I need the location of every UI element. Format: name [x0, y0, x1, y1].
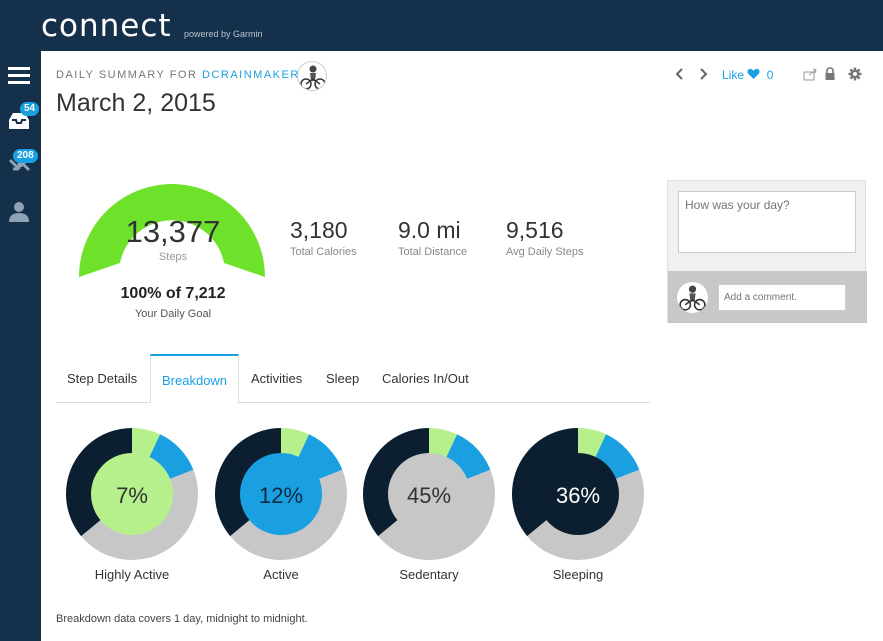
donut-label: Sedentary: [399, 567, 459, 582]
heart-icon: [747, 68, 760, 79]
tab-breakdown[interactable]: Breakdown: [150, 354, 240, 404]
steps-gauge: [79, 184, 265, 277]
commenter-avatar: [677, 282, 708, 313]
inbox-icon[interactable]: [7, 108, 33, 134]
comment-footer: [668, 271, 867, 323]
stat-value: 9.0 mi: [398, 217, 461, 243]
steps-gauge-arc: [79, 184, 265, 277]
top-bar: connect powered by Garmin: [0, 0, 883, 51]
goal-value: 100% of 7,212: [120, 285, 226, 302]
tab-step-details[interactable]: Step Details: [67, 371, 138, 386]
username-link[interactable]: DCRAINMAKER: [202, 69, 300, 81]
stat-value: 9,516: [506, 217, 564, 243]
breakdown-donut-sedentary: 45% Sedentary: [361, 428, 497, 582]
stat-label: Total Distance: [398, 246, 468, 258]
sidebar: 54 208: [0, 51, 41, 641]
daily-summary-label: DAILY SUMMARY FOR DCRAINMAKER: [56, 69, 300, 81]
tab-calories-in-out[interactable]: Calories In/Out: [382, 371, 469, 386]
tab-activities[interactable]: Activities: [251, 371, 303, 386]
donut-label: Active: [263, 567, 299, 582]
gear-icon[interactable]: [848, 67, 862, 84]
like-label: Like: [722, 68, 745, 82]
stat-avg-daily-steps: 9,516 Avg Daily Steps: [506, 217, 583, 258]
stat-total-distance: 9.0 mi Total Distance: [398, 217, 467, 258]
inbox-badge: 54: [20, 102, 40, 116]
comment-panel: [667, 180, 867, 323]
donut-percent: 12%: [258, 483, 304, 508]
goal-label: Your Daily Goal: [134, 308, 212, 320]
donut-label: Sleeping: [552, 567, 604, 582]
like-count: 0: [766, 68, 774, 82]
share-icon[interactable]: [803, 68, 818, 84]
connections-badge: 208: [13, 149, 38, 163]
stat-total-calories: 3,180 Total Calories: [290, 217, 357, 258]
breakdown-donut-highly-active: 7% Highly Active: [64, 428, 200, 582]
logo-subtitle: powered by Garmin: [184, 29, 263, 39]
like-button[interactable]: Like 0: [722, 68, 773, 82]
donut-center: [537, 453, 619, 535]
prev-day-icon[interactable]: [674, 67, 686, 84]
steps-label: Steps: [158, 251, 188, 263]
menu-icon[interactable]: [7, 63, 33, 89]
stat-label: Total Calories: [290, 246, 357, 258]
donut-center: [240, 453, 322, 535]
summary-tabs: Step Details Breakdown Activities Sleep …: [56, 354, 650, 404]
steps-value: 13,377: [125, 214, 221, 249]
donut-percent: 36%: [555, 483, 601, 508]
breakdown-donut-active: 12% Active: [213, 428, 349, 582]
page-title-date: March 2, 2015: [56, 89, 216, 117]
breakdown-note: Breakdown data covers 1 day, midnight to…: [56, 613, 308, 625]
donut-center: [91, 453, 173, 535]
next-day-icon[interactable]: [697, 67, 709, 84]
stat-value: 3,180: [290, 217, 348, 243]
main-content: DAILY SUMMARY FOR DCRAINMAKER March 2, 2…: [41, 51, 883, 641]
user-avatar[interactable]: [297, 61, 327, 91]
donut-label: Highly Active: [94, 567, 170, 582]
add-comment-input[interactable]: [718, 284, 846, 311]
profile-icon[interactable]: [7, 199, 33, 225]
day-comment-input[interactable]: [678, 191, 856, 253]
tab-sleep[interactable]: Sleep: [326, 371, 360, 386]
stat-label: Avg Daily Steps: [506, 246, 584, 258]
connect-logo[interactable]: connect: [41, 8, 172, 44]
donut-percent: 45%: [406, 483, 452, 508]
lock-icon[interactable]: [824, 67, 836, 84]
donut-center: [388, 453, 470, 535]
donut-percent: 7%: [116, 483, 148, 508]
breakdown-donut-sleeping: 36% Sleeping: [510, 428, 646, 582]
